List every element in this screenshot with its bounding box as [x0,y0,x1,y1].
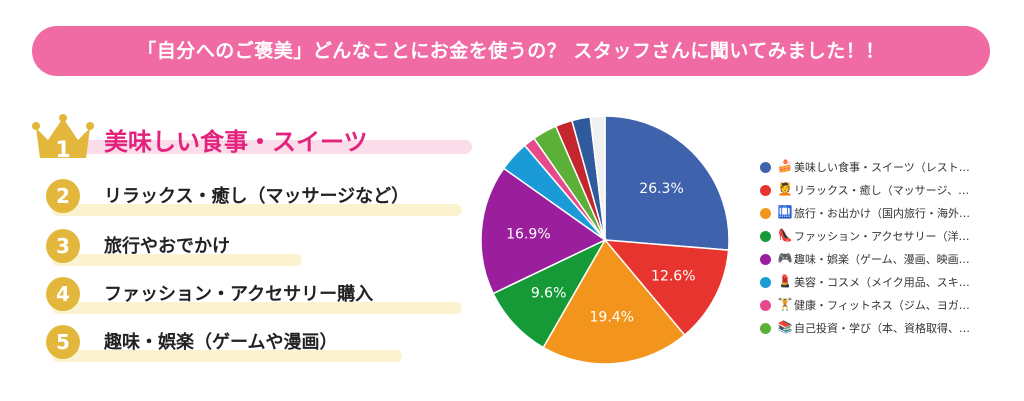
legend-label: ファッション・アクセサリー（洋… [794,230,970,243]
pie-slice-0 [604,115,730,251]
legend-swatch [760,277,771,288]
rank-label: 趣味・娯楽（ゲームや漫画） [104,332,338,353]
page-banner: 「自分へのご褒美」どんなことにお金を使うの？ スタッフさんに聞いてみました！！ [32,26,990,76]
rank-highlight-bar [52,254,302,266]
rank-medal: 5 [46,325,80,359]
legend-item: 💄 美容・コスメ（メイク用品、スキ… [760,271,1010,294]
pie-slice-label-2: 19.4% [590,310,634,326]
ranking-list: 1 美味しい食事・スイーツ 2 リラックス・癒し（マッサージなど） 3 旅行やお… [20,110,480,380]
legend-item: 🏋 健康・フィットネス（ジム、ヨガ… [760,294,1010,317]
legend-label: リラックス・癒し（マッサージ、… [794,184,970,197]
legend-label: 美味しい食事・スイーツ（レスト… [794,161,970,174]
pie-slice-4 [480,167,607,295]
legend-item: 🛄 旅行・お出かけ（国内旅行・海外… [760,202,1010,225]
legend-swatch [760,300,771,311]
legend-emoji-icon: 👠 [777,228,793,242]
legend-item: 📚 自己投資・学び（本、資格取得、… [760,317,1010,340]
legend-label: 自己投資・学び（本、資格取得、… [794,322,970,335]
legend-label: 旅行・お出かけ（国内旅行・海外… [794,207,970,220]
rank-label: リラックス・癒し（マッサージなど） [104,186,410,207]
legend-emoji-icon: 📚 [777,320,793,334]
legend-swatch [760,231,771,242]
rank-medal: 4 [46,277,80,311]
pie-slice-label-3: 9.6% [531,285,567,301]
legend-emoji-icon: 💄 [777,274,793,288]
rank-medal: 3 [46,229,80,263]
rank-item-1: 1 美味しい食事・スイーツ [20,110,480,163]
legend-emoji-icon: 💆 [777,182,793,196]
pie-slice-10 [589,115,606,241]
legend-emoji-icon: 🍰 [777,159,793,173]
rank-label: ファッション・アクセサリー購入 [104,284,374,305]
legend-swatch [760,162,771,173]
pie-slice-3 [492,238,607,349]
legend-emoji-icon: 🎮 [777,251,793,265]
legend-label: 美容・コスメ（メイク用品、スキ… [794,276,970,289]
rank-label: 旅行やおでかけ [104,236,230,257]
rank-highlight-bar [52,350,402,362]
pie-chart: 26.3% 12.6% 19.4% 9.6% 16.9% [480,115,730,365]
rank-item-3: 3 旅行やおでかけ [20,226,480,270]
pie-slice-label-1: 12.6% [651,268,695,284]
rank-label: 美味しい食事・スイーツ [104,128,368,156]
legend-swatch [760,208,771,219]
legend-item: 🍰 美味しい食事・スイーツ（レスト… [760,156,1010,179]
rank-item-5: 5 趣味・娯楽（ゲームや漫画） [20,322,480,366]
pie-slice-1 [603,239,730,337]
rank-item-4: 4 ファッション・アクセサリー購入 [20,274,480,318]
legend-swatch [760,254,771,265]
rank-number: 1 [55,138,71,163]
legend-label: 健康・フィットネス（ジム、ヨガ… [794,299,970,312]
legend-item: 👠 ファッション・アクセサリー（洋… [760,225,1010,248]
rank-highlight-bar [52,204,462,216]
legend-emoji-icon: 🛄 [777,205,793,219]
legend-label: 趣味・娯楽（ゲーム、漫画、映画… [794,253,970,266]
rank-highlight-bar [52,302,462,314]
pie-slice-2 [542,238,686,365]
chart-legend: 🍰 美味しい食事・スイーツ（レスト… 💆 リラックス・癒し（マッサージ、… 🛄 旅行・お出… [760,156,1010,340]
legend-item: 🎮 趣味・娯楽（ゲーム、漫画、映画… [760,248,1010,271]
legend-swatch [760,323,771,334]
rank-highlight-bar [52,140,472,154]
rank-item-2: 2 リラックス・癒し（マッサージなど） [20,176,480,220]
pie-slice-label-4: 16.9% [506,226,550,242]
crown-icon [32,114,94,158]
rank-medal: 2 [46,179,80,213]
legend-item: 💆 リラックス・癒し（マッサージ、… [760,179,1010,202]
legend-emoji-icon: 🏋 [777,297,793,311]
legend-swatch [760,185,771,196]
pie-chart-area: 26.3% 12.6% 19.4% 9.6% 16.9% [480,100,1024,380]
pie-slice-label-0: 26.3% [639,181,683,197]
